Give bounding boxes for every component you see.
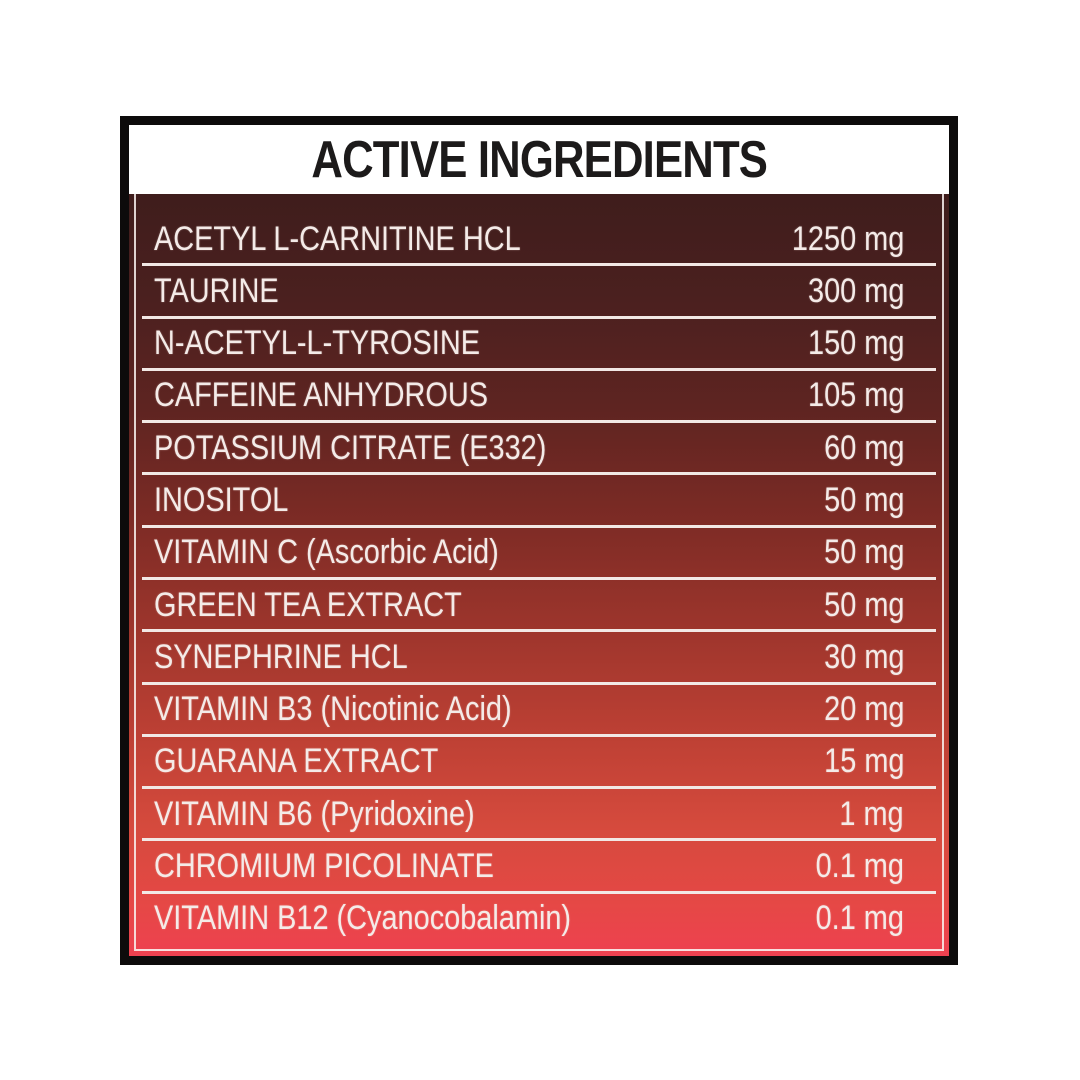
ingredient-amount: 50 mg <box>823 481 904 520</box>
ingredient-name: INOSITOL <box>154 481 289 520</box>
ingredient-amount: 0.1 mg <box>815 899 904 938</box>
ingredient-amount: 60 mg <box>823 428 904 467</box>
ingredient-row: POTASSIUM CITRATE (E332) 60 mg <box>142 423 936 476</box>
ingredient-name: VITAMIN C (Ascorbic Acid) <box>154 533 499 572</box>
ingredient-name: GUARANA EXTRACT <box>154 742 439 781</box>
ingredient-amount: 150 mg <box>807 324 904 363</box>
panel-header: ACTIVE INGREDIENTS <box>129 125 949 194</box>
ingredients-panel: ACTIVE INGREDIENTS ACETYL L-CARNITINE HC… <box>120 116 958 965</box>
ingredients-table-background: ACETYL L-CARNITINE HCL 1250 mg TAURINE 3… <box>129 194 949 956</box>
ingredient-name: VITAMIN B3 (Nicotinic Acid) <box>154 690 512 729</box>
ingredient-name: CHROMIUM PICOLINATE <box>154 847 494 886</box>
ingredient-amount: 15 mg <box>823 742 904 781</box>
ingredient-row: GREEN TEA EXTRACT 50 mg <box>142 580 936 633</box>
ingredient-row: GUARANA EXTRACT 15 mg <box>142 737 936 790</box>
ingredient-row: N-ACETYL-L-TYROSINE 150 mg <box>142 319 936 371</box>
ingredient-row: CAFFEINE ANHYDROUS 105 mg <box>142 371 936 424</box>
ingredient-name: VITAMIN B6 (Pyridoxine) <box>154 794 475 833</box>
ingredient-row: INOSITOL 50 mg <box>142 475 936 528</box>
panel-title: ACTIVE INGREDIENTS <box>268 134 811 186</box>
ingredient-amount: 1250 mg <box>791 219 904 258</box>
ingredient-amount: 1 mg <box>839 794 904 833</box>
ingredient-amount: 300 mg <box>807 271 904 310</box>
ingredient-amount: 0.1 mg <box>815 847 904 886</box>
ingredient-name: SYNEPHRINE HCL <box>154 637 408 676</box>
ingredient-row: VITAMIN C (Ascorbic Acid) 50 mg <box>142 528 936 580</box>
ingredient-row: SYNEPHRINE HCL 30 mg <box>142 632 936 685</box>
ingredient-name: TAURINE <box>154 271 279 310</box>
ingredient-name: CAFFEINE ANHYDROUS <box>154 376 489 415</box>
ingredient-row: TAURINE 300 mg <box>142 266 936 319</box>
ingredient-amount: 50 mg <box>823 533 904 572</box>
ingredients-table: ACETYL L-CARNITINE HCL 1250 mg TAURINE 3… <box>136 194 942 949</box>
ingredient-name: POTASSIUM CITRATE (E332) <box>154 428 547 467</box>
ingredient-amount: 105 mg <box>807 376 904 415</box>
ingredient-row: VITAMIN B3 (Nicotinic Acid) 20 mg <box>142 685 936 737</box>
ingredient-amount: 50 mg <box>823 585 904 624</box>
ingredient-row: VITAMIN B6 (Pyridoxine) 1 mg <box>142 789 936 842</box>
ingredient-row: ACETYL L-CARNITINE HCL 1250 mg <box>142 214 936 267</box>
ingredient-name: N-ACETYL-L-TYROSINE <box>154 324 480 363</box>
ingredient-amount: 20 mg <box>823 690 904 729</box>
ingredient-name: VITAMIN B12 (Cyanocobalamin) <box>154 899 572 938</box>
ingredient-name: ACETYL L-CARNITINE HCL <box>154 219 521 258</box>
ingredient-amount: 30 mg <box>823 637 904 676</box>
ingredient-row: CHROMIUM PICOLINATE 0.1 mg <box>142 841 936 894</box>
ingredient-name: GREEN TEA EXTRACT <box>154 585 462 624</box>
panel-title-text: ACTIVE INGREDIENTS <box>311 130 768 189</box>
ingredient-row: VITAMIN B12 (Cyanocobalamin) 0.1 mg <box>142 894 936 943</box>
